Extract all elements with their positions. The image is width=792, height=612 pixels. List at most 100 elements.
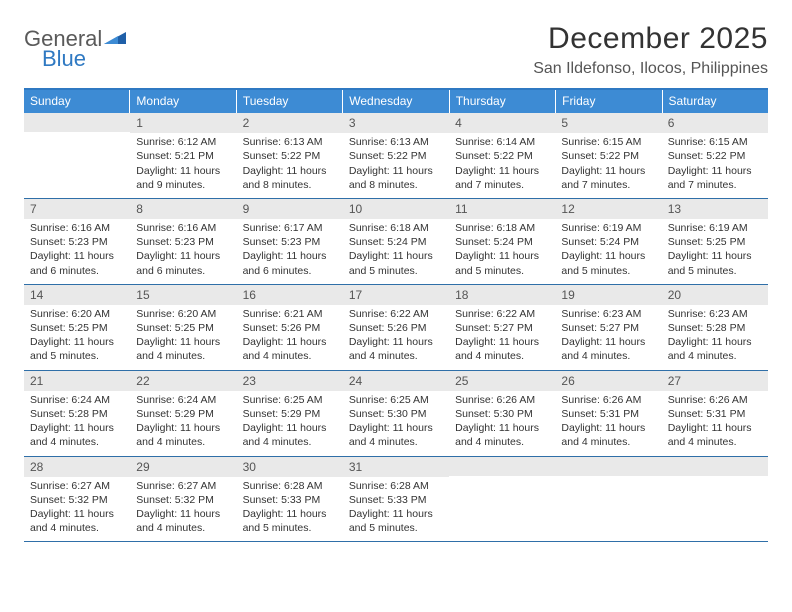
day-info-line: Sunrise: 6:26 AM bbox=[668, 393, 762, 407]
day-body: Sunrise: 6:20 AMSunset: 5:25 PMDaylight:… bbox=[24, 305, 130, 370]
week-row: 21Sunrise: 6:24 AMSunset: 5:28 PMDayligh… bbox=[24, 371, 768, 457]
day-body: Sunrise: 6:16 AMSunset: 5:23 PMDaylight:… bbox=[130, 219, 236, 284]
day-body: Sunrise: 6:18 AMSunset: 5:24 PMDaylight:… bbox=[449, 219, 555, 284]
day-cell: 19Sunrise: 6:23 AMSunset: 5:27 PMDayligh… bbox=[555, 285, 661, 370]
day-info-line: Sunset: 5:22 PM bbox=[349, 149, 443, 163]
day-info-line: Sunrise: 6:15 AM bbox=[561, 135, 655, 149]
brand-logo: General Blue bbox=[24, 22, 126, 70]
day-body: Sunrise: 6:19 AMSunset: 5:25 PMDaylight:… bbox=[662, 219, 768, 284]
day-body: Sunrise: 6:25 AMSunset: 5:29 PMDaylight:… bbox=[237, 391, 343, 456]
day-cell: 7Sunrise: 6:16 AMSunset: 5:23 PMDaylight… bbox=[24, 199, 130, 284]
day-info-line: Daylight: 11 hours and 6 minutes. bbox=[30, 249, 124, 277]
day-info-line: Daylight: 11 hours and 6 minutes. bbox=[136, 249, 230, 277]
day-body bbox=[449, 476, 555, 484]
day-body: Sunrise: 6:26 AMSunset: 5:31 PMDaylight:… bbox=[662, 391, 768, 456]
day-info-line: Daylight: 11 hours and 4 minutes. bbox=[455, 335, 549, 363]
day-body: Sunrise: 6:15 AMSunset: 5:22 PMDaylight:… bbox=[662, 133, 768, 198]
weekday-header: Tuesday bbox=[237, 90, 343, 113]
day-info-line: Daylight: 11 hours and 4 minutes. bbox=[349, 421, 443, 449]
day-info-line: Sunset: 5:25 PM bbox=[136, 321, 230, 335]
day-info-line: Sunrise: 6:28 AM bbox=[243, 479, 337, 493]
day-info-line: Sunset: 5:22 PM bbox=[243, 149, 337, 163]
calendar-table: SundayMondayTuesdayWednesdayThursdayFrid… bbox=[24, 88, 768, 542]
day-number: 7 bbox=[24, 199, 130, 219]
day-cell: 22Sunrise: 6:24 AMSunset: 5:29 PMDayligh… bbox=[130, 371, 236, 456]
day-cell: 15Sunrise: 6:20 AMSunset: 5:25 PMDayligh… bbox=[130, 285, 236, 370]
day-cell bbox=[24, 113, 130, 198]
day-body: Sunrise: 6:24 AMSunset: 5:28 PMDaylight:… bbox=[24, 391, 130, 456]
day-number: 13 bbox=[662, 199, 768, 219]
day-cell: 25Sunrise: 6:26 AMSunset: 5:30 PMDayligh… bbox=[449, 371, 555, 456]
location-subtitle: San Ildefonso, Ilocos, Philippines bbox=[533, 60, 768, 78]
day-info-line: Sunset: 5:24 PM bbox=[349, 235, 443, 249]
day-info-line: Sunrise: 6:14 AM bbox=[455, 135, 549, 149]
day-info-line: Daylight: 11 hours and 5 minutes. bbox=[455, 249, 549, 277]
day-info-line: Daylight: 11 hours and 5 minutes. bbox=[30, 335, 124, 363]
day-number: 8 bbox=[130, 199, 236, 219]
weekday-header: Saturday bbox=[663, 90, 768, 113]
day-number: 19 bbox=[555, 285, 661, 305]
day-info-line: Daylight: 11 hours and 4 minutes. bbox=[668, 335, 762, 363]
day-info-line: Sunset: 5:29 PM bbox=[136, 407, 230, 421]
day-info-line: Sunset: 5:25 PM bbox=[30, 321, 124, 335]
day-info-line: Sunrise: 6:27 AM bbox=[30, 479, 124, 493]
day-cell: 26Sunrise: 6:26 AMSunset: 5:31 PMDayligh… bbox=[555, 371, 661, 456]
day-info-line: Sunrise: 6:27 AM bbox=[136, 479, 230, 493]
day-info-line: Sunrise: 6:22 AM bbox=[455, 307, 549, 321]
day-body: Sunrise: 6:21 AMSunset: 5:26 PMDaylight:… bbox=[237, 305, 343, 370]
day-body: Sunrise: 6:19 AMSunset: 5:24 PMDaylight:… bbox=[555, 219, 661, 284]
day-info-line: Sunset: 5:25 PM bbox=[668, 235, 762, 249]
day-cell: 3Sunrise: 6:13 AMSunset: 5:22 PMDaylight… bbox=[343, 113, 449, 198]
day-number: 26 bbox=[555, 371, 661, 391]
day-cell: 20Sunrise: 6:23 AMSunset: 5:28 PMDayligh… bbox=[662, 285, 768, 370]
empty-day-head bbox=[449, 457, 555, 476]
day-cell: 23Sunrise: 6:25 AMSunset: 5:29 PMDayligh… bbox=[237, 371, 343, 456]
month-title: December 2025 bbox=[533, 22, 768, 56]
day-info-line: Daylight: 11 hours and 5 minutes. bbox=[668, 249, 762, 277]
day-body bbox=[662, 476, 768, 484]
day-info-line: Sunset: 5:33 PM bbox=[243, 493, 337, 507]
day-number: 27 bbox=[662, 371, 768, 391]
day-cell: 17Sunrise: 6:22 AMSunset: 5:26 PMDayligh… bbox=[343, 285, 449, 370]
day-info-line: Sunset: 5:23 PM bbox=[136, 235, 230, 249]
weekday-header: Friday bbox=[556, 90, 662, 113]
logo-triangle-icon bbox=[104, 28, 126, 48]
day-info-line: Daylight: 11 hours and 4 minutes. bbox=[136, 335, 230, 363]
day-info-line: Sunset: 5:32 PM bbox=[136, 493, 230, 507]
day-info-line: Sunrise: 6:18 AM bbox=[349, 221, 443, 235]
day-body: Sunrise: 6:22 AMSunset: 5:27 PMDaylight:… bbox=[449, 305, 555, 370]
day-number: 24 bbox=[343, 371, 449, 391]
day-info-line: Daylight: 11 hours and 4 minutes. bbox=[243, 421, 337, 449]
day-cell: 27Sunrise: 6:26 AMSunset: 5:31 PMDayligh… bbox=[662, 371, 768, 456]
day-body: Sunrise: 6:28 AMSunset: 5:33 PMDaylight:… bbox=[343, 477, 449, 542]
day-info-line: Sunrise: 6:25 AM bbox=[243, 393, 337, 407]
day-cell: 9Sunrise: 6:17 AMSunset: 5:23 PMDaylight… bbox=[237, 199, 343, 284]
day-info-line: Sunrise: 6:13 AM bbox=[243, 135, 337, 149]
day-info-line: Daylight: 11 hours and 5 minutes. bbox=[561, 249, 655, 277]
day-info-line: Sunset: 5:26 PM bbox=[349, 321, 443, 335]
day-info-line: Daylight: 11 hours and 4 minutes. bbox=[455, 421, 549, 449]
day-info-line: Sunrise: 6:23 AM bbox=[561, 307, 655, 321]
day-cell bbox=[662, 457, 768, 542]
day-body bbox=[555, 476, 661, 484]
day-body: Sunrise: 6:27 AMSunset: 5:32 PMDaylight:… bbox=[24, 477, 130, 542]
day-info-line: Daylight: 11 hours and 4 minutes. bbox=[349, 335, 443, 363]
day-body: Sunrise: 6:22 AMSunset: 5:26 PMDaylight:… bbox=[343, 305, 449, 370]
day-cell: 1Sunrise: 6:12 AMSunset: 5:21 PMDaylight… bbox=[130, 113, 236, 198]
day-cell: 11Sunrise: 6:18 AMSunset: 5:24 PMDayligh… bbox=[449, 199, 555, 284]
day-cell: 18Sunrise: 6:22 AMSunset: 5:27 PMDayligh… bbox=[449, 285, 555, 370]
day-body: Sunrise: 6:13 AMSunset: 5:22 PMDaylight:… bbox=[237, 133, 343, 198]
day-cell: 4Sunrise: 6:14 AMSunset: 5:22 PMDaylight… bbox=[449, 113, 555, 198]
day-info-line: Daylight: 11 hours and 6 minutes. bbox=[243, 249, 337, 277]
day-body: Sunrise: 6:28 AMSunset: 5:33 PMDaylight:… bbox=[237, 477, 343, 542]
day-info-line: Sunset: 5:29 PM bbox=[243, 407, 337, 421]
day-cell: 30Sunrise: 6:28 AMSunset: 5:33 PMDayligh… bbox=[237, 457, 343, 542]
day-info-line: Sunrise: 6:16 AM bbox=[136, 221, 230, 235]
day-info-line: Daylight: 11 hours and 4 minutes. bbox=[561, 421, 655, 449]
day-info-line: Sunrise: 6:15 AM bbox=[668, 135, 762, 149]
day-info-line: Sunset: 5:32 PM bbox=[30, 493, 124, 507]
day-cell: 5Sunrise: 6:15 AMSunset: 5:22 PMDaylight… bbox=[555, 113, 661, 198]
weekday-header: Sunday bbox=[24, 90, 130, 113]
day-number: 21 bbox=[24, 371, 130, 391]
day-cell: 16Sunrise: 6:21 AMSunset: 5:26 PMDayligh… bbox=[237, 285, 343, 370]
